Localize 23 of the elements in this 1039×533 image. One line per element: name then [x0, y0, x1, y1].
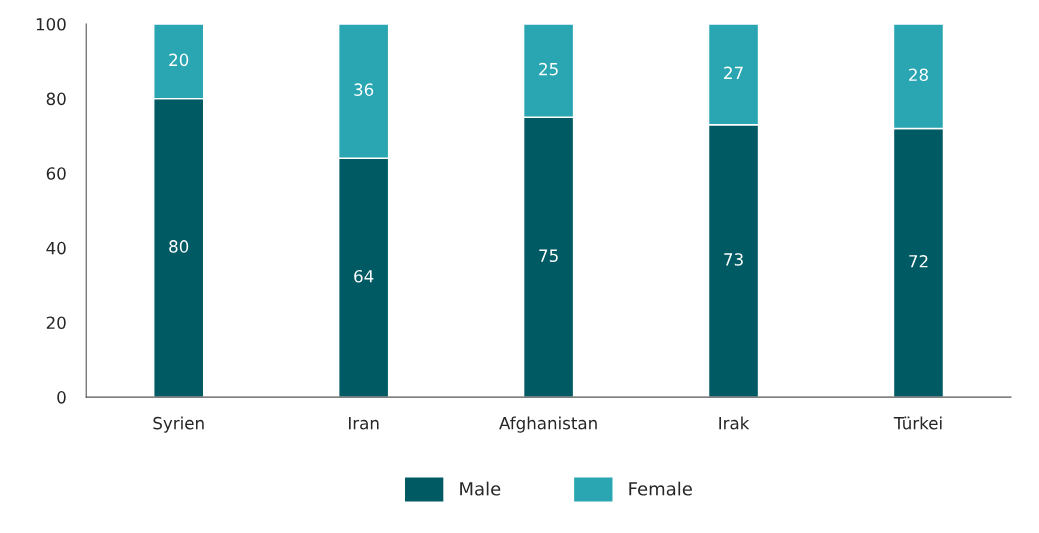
- x-tick-label: Iran: [349, 417, 379, 430]
- x-tick-label: Irak: [719, 416, 750, 430]
- y-tick-label: 100: [36, 17, 66, 31]
- legend-label: Male: [460, 481, 501, 496]
- data-label: 36: [354, 83, 374, 96]
- x-tick-label: Afghanistan: [499, 416, 597, 433]
- data-label: 28: [909, 68, 928, 82]
- data-label: 80: [169, 240, 189, 253]
- x-tick-label: Syrien: [153, 416, 204, 433]
- y-tick-label: 80: [46, 92, 66, 106]
- data-label: 72: [909, 255, 928, 268]
- y-tick-label: 60: [46, 167, 66, 180]
- data-label: 25: [539, 62, 558, 76]
- data-label: 64: [354, 269, 374, 283]
- y-tick-label: 0: [57, 391, 66, 404]
- data-label: 73: [724, 253, 743, 266]
- data-label: 27: [724, 66, 743, 79]
- y-tick-label: 40: [46, 241, 66, 255]
- y-tick-label: 20: [46, 316, 66, 330]
- legend-label: Female: [629, 481, 692, 496]
- data-label: 20: [169, 53, 189, 67]
- data-label: 75: [539, 249, 558, 263]
- x-tick-label: Türkei: [893, 416, 942, 430]
